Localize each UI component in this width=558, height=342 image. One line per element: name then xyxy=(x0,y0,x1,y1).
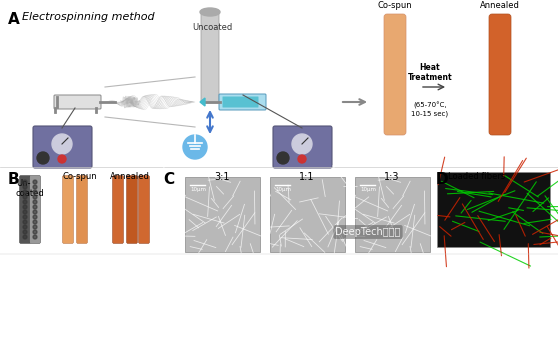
Circle shape xyxy=(23,215,27,219)
Circle shape xyxy=(33,225,37,229)
Text: 10μm: 10μm xyxy=(275,187,291,192)
Circle shape xyxy=(37,152,49,164)
Circle shape xyxy=(33,220,37,224)
Bar xyxy=(185,177,260,252)
Circle shape xyxy=(33,235,37,239)
Bar xyxy=(437,172,550,247)
Circle shape xyxy=(33,210,37,214)
Text: A: A xyxy=(8,12,20,27)
Text: 10μm: 10μm xyxy=(190,187,206,192)
FancyBboxPatch shape xyxy=(33,126,92,168)
Text: 3:1: 3:1 xyxy=(214,172,230,182)
FancyBboxPatch shape xyxy=(113,175,123,244)
Circle shape xyxy=(183,135,207,159)
FancyBboxPatch shape xyxy=(223,96,258,107)
Circle shape xyxy=(33,195,37,199)
Text: 1:1: 1:1 xyxy=(299,172,315,182)
FancyBboxPatch shape xyxy=(76,175,88,244)
Bar xyxy=(270,177,345,252)
Text: DeepTech深科技: DeepTech深科技 xyxy=(335,227,401,237)
FancyBboxPatch shape xyxy=(62,175,74,244)
Circle shape xyxy=(23,225,27,229)
Text: C: C xyxy=(163,172,174,187)
Text: 10μm: 10μm xyxy=(360,187,376,192)
FancyBboxPatch shape xyxy=(20,175,31,244)
Text: 1:3: 1:3 xyxy=(384,172,400,182)
Circle shape xyxy=(33,180,37,184)
FancyBboxPatch shape xyxy=(273,126,332,168)
Circle shape xyxy=(33,185,37,189)
FancyBboxPatch shape xyxy=(219,94,266,110)
Text: Electrospinning method: Electrospinning method xyxy=(22,12,155,22)
Circle shape xyxy=(33,205,37,209)
Circle shape xyxy=(23,180,27,184)
Circle shape xyxy=(23,200,27,204)
Text: Uncoated: Uncoated xyxy=(192,23,232,31)
Circle shape xyxy=(23,205,27,209)
Text: Annealed: Annealed xyxy=(480,1,520,10)
FancyBboxPatch shape xyxy=(201,11,219,103)
Circle shape xyxy=(23,235,27,239)
Circle shape xyxy=(33,200,37,204)
Circle shape xyxy=(23,195,27,199)
FancyBboxPatch shape xyxy=(127,175,137,244)
Circle shape xyxy=(23,210,27,214)
Text: B: B xyxy=(8,172,20,187)
Text: Annealed: Annealed xyxy=(110,172,150,181)
Circle shape xyxy=(52,134,72,154)
Text: Co-spun: Co-spun xyxy=(378,1,412,10)
Text: (65-70°C,
10-15 sec): (65-70°C, 10-15 sec) xyxy=(411,102,449,117)
FancyBboxPatch shape xyxy=(30,175,41,244)
Text: Loaded fibers: Loaded fibers xyxy=(448,172,505,181)
Circle shape xyxy=(23,190,27,194)
Circle shape xyxy=(292,134,312,154)
Polygon shape xyxy=(200,98,205,106)
FancyBboxPatch shape xyxy=(489,14,511,135)
FancyBboxPatch shape xyxy=(138,175,150,244)
Circle shape xyxy=(58,155,66,163)
FancyBboxPatch shape xyxy=(54,95,101,109)
Text: D: D xyxy=(436,172,449,187)
Bar xyxy=(355,177,430,252)
Text: Heat
Treatment: Heat Treatment xyxy=(408,63,453,82)
Circle shape xyxy=(33,190,37,194)
Circle shape xyxy=(23,230,27,234)
Circle shape xyxy=(298,155,306,163)
Circle shape xyxy=(23,185,27,189)
FancyBboxPatch shape xyxy=(384,14,406,135)
Circle shape xyxy=(33,230,37,234)
Text: Co-spun: Co-spun xyxy=(62,172,97,181)
Circle shape xyxy=(33,215,37,219)
Circle shape xyxy=(23,220,27,224)
Circle shape xyxy=(277,152,289,164)
Ellipse shape xyxy=(200,8,220,16)
Text: Un-
coated: Un- coated xyxy=(16,179,45,198)
